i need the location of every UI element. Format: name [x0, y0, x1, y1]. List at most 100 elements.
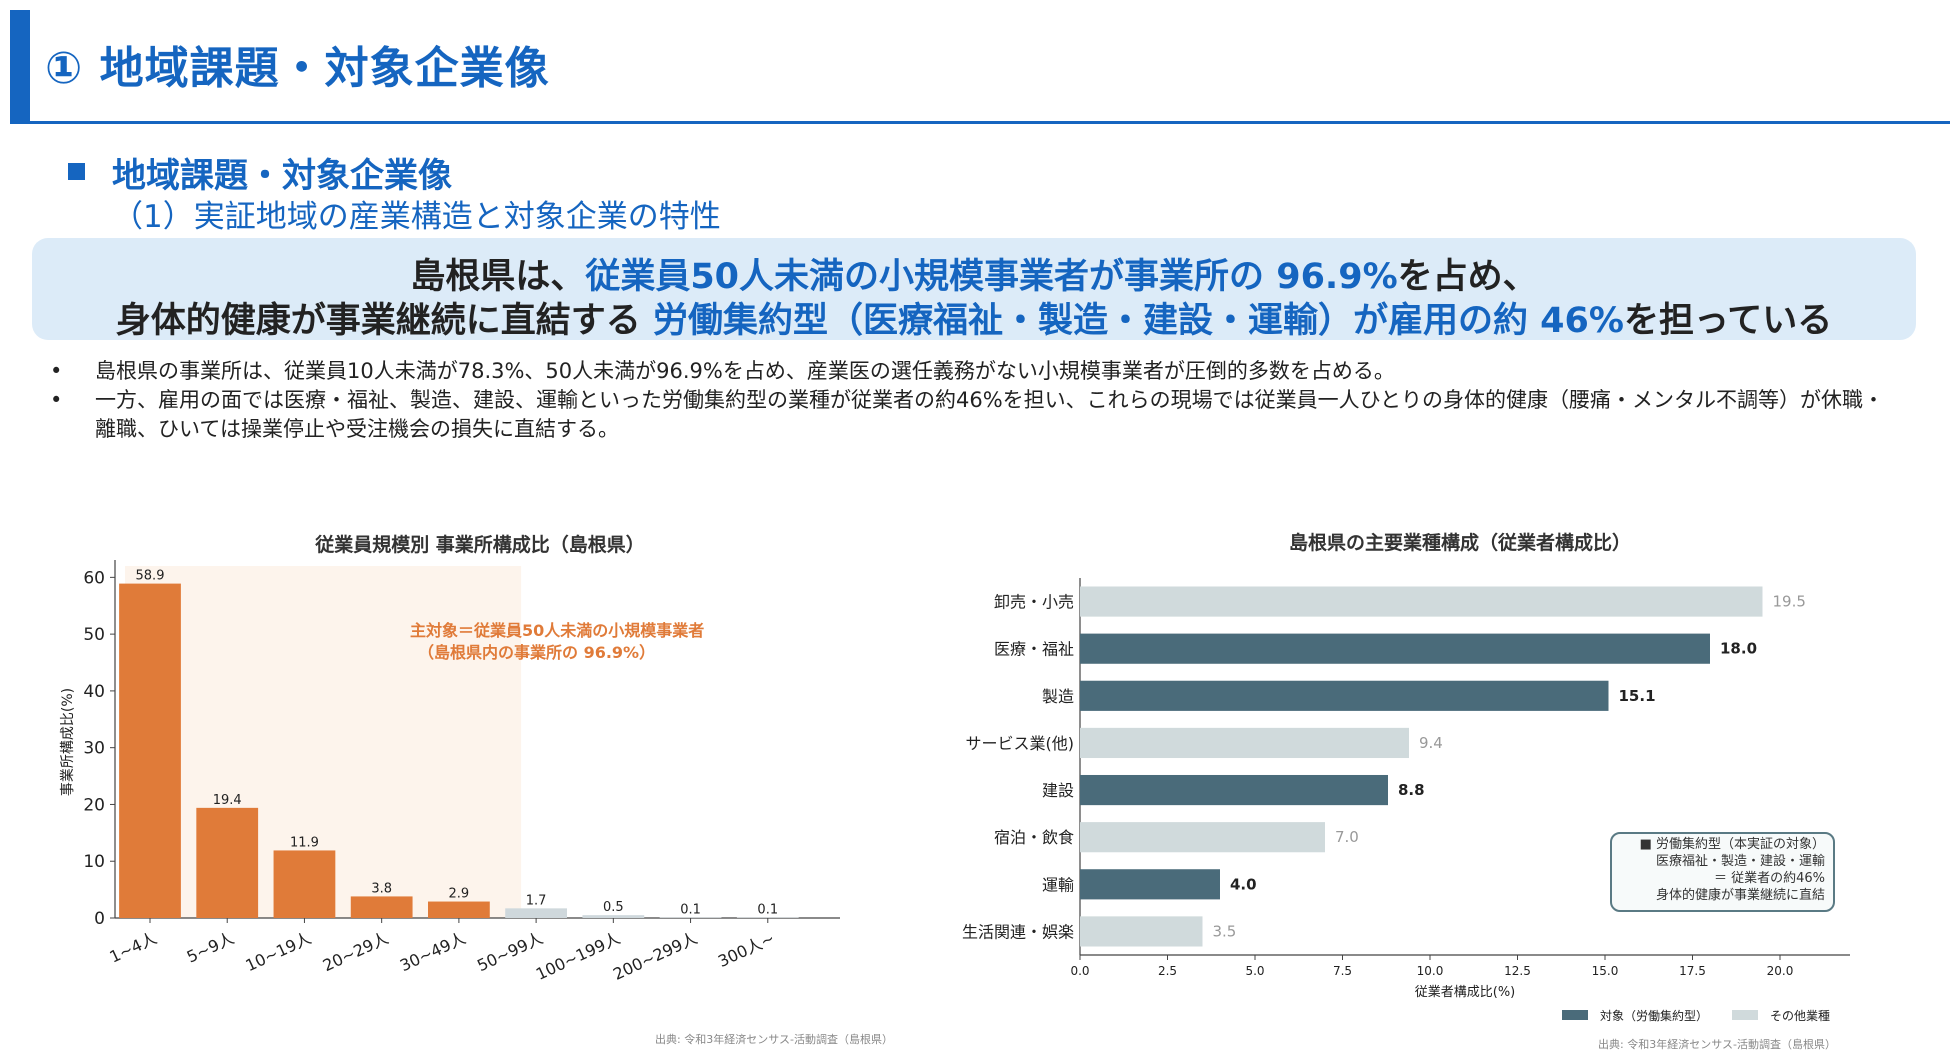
- callout-text: 島根県は、: [410, 257, 586, 297]
- x-tick-label: 100~199人: [533, 928, 623, 983]
- note-line: ■ 労働集約型（本実証の対象）: [1639, 837, 1825, 852]
- x-tick-label: 12.5: [1504, 964, 1531, 978]
- y-tick-label: 医療・福祉: [994, 640, 1074, 659]
- callout-text: を占め、: [1397, 257, 1538, 297]
- annotation-line: （島根県内の事業所の 96.9%）: [418, 643, 656, 662]
- x-tick-label: 5~9人: [184, 928, 237, 966]
- callout-text: 身体的健康が事業継続に直結する: [115, 301, 653, 341]
- left-chart-title: 従業員規模別 事業所構成比（島根県）: [315, 534, 645, 556]
- data-label: 58.9: [136, 569, 165, 584]
- x-tick-label: 0.0: [1070, 964, 1089, 978]
- x-tick-label: 10.0: [1417, 964, 1444, 978]
- callout-text: を担っている: [1623, 301, 1833, 341]
- y-tick-label: 50: [83, 625, 105, 645]
- data-label: 18.0: [1720, 640, 1757, 658]
- y-tick-label: 宿泊・飲食: [994, 828, 1074, 847]
- bar: [1080, 916, 1203, 947]
- bullet-list: • 島根県の事業所は、従業員10人未満が78.3%、50人未満が96.9%を占め…: [50, 357, 1890, 444]
- y-tick-label: 卸売・小売: [994, 593, 1074, 612]
- bar: [273, 850, 336, 918]
- bar: [1080, 774, 1388, 806]
- bar: [505, 908, 567, 918]
- bullet-text: 一方、雇用の面では医療・福祉、製造、建設、運輸といった労働集約型の業種が従業者の…: [95, 388, 1885, 441]
- x-tick-label: 7.5: [1333, 964, 1352, 978]
- bullet-mark: •: [50, 359, 63, 383]
- y-tick-label: 0: [94, 909, 105, 929]
- bar: [1080, 680, 1609, 711]
- bar: [659, 917, 722, 918]
- data-label: 9.4: [1419, 734, 1443, 752]
- establishment-size-bar-chart: 0 10 20 30 40 50 60 事業所構成比(%) 58.9 1~4人 19.4 5~9人 11…: [60, 560, 840, 984]
- data-label: 15.1: [1619, 687, 1656, 705]
- note-line: 医療福祉・製造・建設・運輸: [1655, 854, 1825, 869]
- right-chart-source: 出典: 令和3年経済センサス-活動調査（島根県）: [1598, 1038, 1836, 1051]
- data-label: 0.1: [680, 902, 701, 917]
- x-tick-label: 20.0: [1767, 964, 1794, 978]
- bar: [119, 583, 181, 918]
- section-subtitle: （1）実証地域の産業構造と対象企業の特性: [112, 199, 721, 235]
- note-line: ＝ 従業者の約46%: [1713, 871, 1825, 886]
- bar: [736, 917, 799, 918]
- x-tick-label: 10~19人: [243, 928, 315, 975]
- bullet-item: • 島根県の事業所は、従業員10人未満が78.3%、50人未満が96.9%を占め…: [50, 357, 1890, 386]
- y-tick-label: サービス業(他): [966, 734, 1075, 753]
- data-label: 3.5: [1213, 922, 1237, 940]
- x-tick-label: 15.0: [1592, 964, 1619, 978]
- left-chart-source: 出典: 令和3年経済センサス-活動調査（島根県）: [655, 1033, 893, 1046]
- data-label: 11.9: [290, 835, 319, 850]
- section-title: 地域課題・対象企業像: [112, 156, 452, 196]
- page-title: ① 地域課題・対象企業像: [45, 43, 550, 94]
- industry-composition-bar-chart: 0.0 2.5 5.0 7.5 10.0 12.5 15.0 17.5 20.0 従業者構成比(%…: [962, 578, 1850, 1023]
- section-bullet-icon: [68, 163, 85, 180]
- bar: [582, 915, 645, 918]
- data-label: 7.0: [1335, 828, 1359, 846]
- data-label: 19.5: [1773, 593, 1806, 611]
- legend-swatch-target: [1562, 1010, 1588, 1020]
- y-axis-label: 事業所構成比(%): [60, 688, 76, 796]
- bar: [1080, 633, 1710, 664]
- bar: [1080, 869, 1220, 900]
- title-divider: [10, 121, 1950, 124]
- bullet-item: • 一方、雇用の面では医療・福祉、製造、建設、運輸といった労働集約型の業種が従業…: [50, 386, 1890, 444]
- x-tick-label: 30~49人: [397, 928, 469, 975]
- bullet-mark: •: [50, 388, 63, 412]
- bullet-text: 島根県の事業所は、従業員10人未満が78.3%、50人未満が96.9%を占め、産…: [95, 359, 1395, 383]
- right-chart-title: 島根県の主要業種構成（従業者構成比）: [1288, 532, 1631, 554]
- bar: [1080, 822, 1325, 853]
- y-tick-label: 建設: [1042, 781, 1074, 800]
- x-tick-label: 200~299人: [610, 928, 700, 983]
- y-tick-label: 生活関連・娯楽: [962, 922, 1074, 941]
- x-axis-label: 従業者構成比(%): [1415, 984, 1516, 1000]
- data-label: 19.4: [213, 793, 242, 808]
- legend-swatch-other: [1732, 1010, 1758, 1020]
- callout-line-1: 島根県は、従業員50人未満の小規模事業者が事業所の 96.9%を占め、: [32, 248, 1916, 299]
- data-label: 0.1: [757, 902, 778, 917]
- x-tick-label: 20~29人: [320, 928, 392, 975]
- bar: [428, 901, 490, 918]
- y-tick-label: 30: [83, 739, 105, 759]
- legend-label: 対象（労働集約型）: [1600, 1008, 1708, 1023]
- bar: [196, 807, 259, 918]
- y-tick-label: 運輸: [1042, 875, 1074, 894]
- data-label: 3.8: [371, 881, 392, 896]
- y-tick-label: 10: [83, 852, 105, 872]
- y-tick-label: 60: [83, 568, 105, 588]
- bar: [1080, 586, 1763, 617]
- bar: [350, 896, 413, 918]
- x-tick-label: 1~4人: [107, 928, 160, 966]
- data-label: 0.5: [603, 900, 624, 915]
- x-tick-label: 300人~: [715, 928, 777, 971]
- x-tick-label: 2.5: [1158, 964, 1177, 978]
- callout-highlight: 労働集約型（医療福祉・製造・建設・運輸）が雇用の約 46%: [652, 301, 1624, 341]
- bar: [1080, 727, 1409, 759]
- data-label: 8.8: [1398, 781, 1425, 799]
- labor-intensive-note-box: ■ 労働集約型（本実証の対象） 医療福祉・製造・建設・運輸 ＝ 従業者の約46%…: [1610, 832, 1835, 912]
- data-label: 4.0: [1230, 875, 1257, 893]
- legend-label: その他業種: [1770, 1009, 1830, 1023]
- x-tick-label: 5.0: [1245, 964, 1264, 978]
- callout-highlight: 従業員50人未満の小規模事業者が事業所の 96.9%: [585, 257, 1398, 297]
- note-line: 身体的健康が事業継続に直結: [1655, 888, 1825, 903]
- y-tick-label: 20: [83, 795, 105, 815]
- data-label: 2.9: [449, 887, 470, 902]
- data-label: 1.7: [526, 893, 547, 908]
